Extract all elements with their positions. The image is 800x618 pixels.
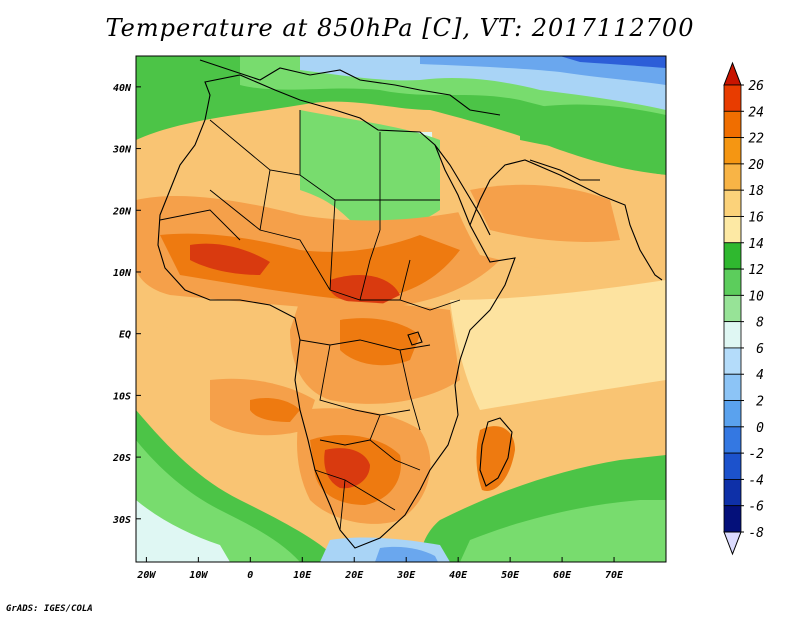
arabia-warm xyxy=(470,184,620,242)
colorbar-swatch xyxy=(723,373,742,401)
map-frame xyxy=(135,55,667,563)
map-title: Temperature at 850hPa [C], VT: 201711270… xyxy=(105,14,695,42)
colorbar-swatch xyxy=(723,479,742,507)
colorbar-label: -6 xyxy=(748,500,764,515)
lon-label: 40E xyxy=(449,570,468,581)
lat-label: 20S xyxy=(112,453,131,464)
colorbar-label: 26 xyxy=(748,79,764,94)
colorbar-swatch xyxy=(723,137,742,165)
chad-hot-core xyxy=(330,275,400,305)
lon-label: 50E xyxy=(501,570,520,581)
colorbar-label: 8 xyxy=(756,316,764,331)
lat-label: 10N xyxy=(113,268,132,279)
colorbar-label: -2 xyxy=(748,447,764,462)
colorbar-label: -4 xyxy=(748,473,764,488)
colorbar-swatch xyxy=(723,452,742,480)
colorbar-swatch xyxy=(723,110,742,138)
colorbar-swatch xyxy=(723,505,742,533)
sahel-hot-core xyxy=(190,243,270,275)
lat-label: 20N xyxy=(112,206,132,217)
madagascar-warm xyxy=(476,426,515,491)
colorbar-swatch xyxy=(723,294,742,323)
lon-label: 0 xyxy=(247,570,253,581)
madagascar-outline xyxy=(479,417,513,487)
europe-coastline xyxy=(199,59,501,116)
arabia-coastline xyxy=(469,159,663,281)
colorbar-swatch xyxy=(723,216,742,244)
temperature-field xyxy=(136,56,666,562)
colorbar-label: 24 xyxy=(748,105,764,120)
kalahari-hot-core xyxy=(324,448,370,489)
lat-label: 40N xyxy=(113,83,132,94)
colorbar-label: 4 xyxy=(756,368,764,383)
persian-gulf xyxy=(529,159,600,181)
north-deep-blue xyxy=(560,56,666,68)
colorbar-label: 18 xyxy=(748,184,764,199)
colorbar-label: 14 xyxy=(748,237,764,252)
country-borders xyxy=(159,110,461,531)
coastlines xyxy=(157,59,663,549)
colorbar-label: 10 xyxy=(748,289,764,304)
lake-victoria xyxy=(407,331,423,346)
colorbar-swatch xyxy=(723,347,742,375)
red-sea-coast xyxy=(434,144,491,236)
colorbar-swatch xyxy=(723,189,742,217)
colorbar-swatch xyxy=(723,426,742,454)
lon-label: 10E xyxy=(293,570,312,581)
colorbar-swatch xyxy=(723,163,742,191)
colorbar-label: 16 xyxy=(748,210,764,225)
colorbar-label: 22 xyxy=(748,132,764,147)
lat-label: 30S xyxy=(112,515,131,526)
lon-label: 10W xyxy=(189,570,208,581)
lon-label: 20W xyxy=(136,570,156,581)
cape-blue xyxy=(375,546,438,562)
latitude-labels: 40N 30N 20N 10N EQ 10S 20S 30S xyxy=(112,83,141,526)
africa-coastline xyxy=(157,74,516,549)
indian-ocean-tepid xyxy=(450,280,666,410)
south-indian-light xyxy=(460,500,666,562)
colorbar-label: 20 xyxy=(748,158,764,173)
colorbar-label: 12 xyxy=(748,263,764,278)
grads-credit: GrADS: IGES/COLA xyxy=(6,604,93,614)
lon-label: 20E xyxy=(344,570,364,581)
colorbar-under-arrow xyxy=(723,531,742,556)
colorbar-over-arrow xyxy=(723,61,742,86)
colorbar-swatch xyxy=(723,242,742,270)
lon-label: 70E xyxy=(605,570,624,581)
lat-label: 30N xyxy=(112,145,132,156)
south-atlantic-pale xyxy=(136,500,230,562)
lat-label: EQ xyxy=(119,330,131,341)
lon-label: 60E xyxy=(553,570,572,581)
colorbar-label: -8 xyxy=(748,526,764,541)
colorbar-label: 2 xyxy=(756,395,764,410)
colorbar-label: 0 xyxy=(756,421,764,436)
longitude-labels: 20W 10W 0 10E 20E 30E 40E 50E 60E 70E xyxy=(136,557,624,581)
colorbar-swatch xyxy=(723,84,742,112)
colorbar-swatch xyxy=(723,400,742,428)
colorbar-swatch xyxy=(723,268,742,296)
lon-label: 30E xyxy=(396,570,416,581)
lat-label: 10S xyxy=(113,391,131,402)
colorbar-swatch xyxy=(723,321,742,349)
colorbar-label: 6 xyxy=(756,342,764,357)
congo-hot xyxy=(340,318,420,366)
angola-hot xyxy=(250,398,300,422)
iran-green xyxy=(520,104,666,165)
